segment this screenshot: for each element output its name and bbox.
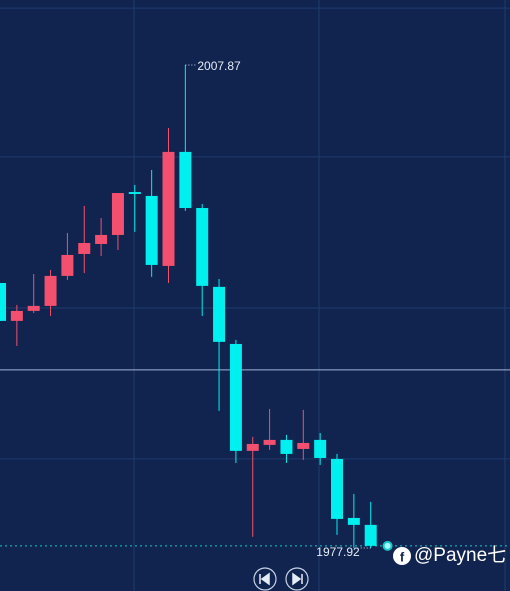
candle-body [162,151,175,266]
candle-body [10,310,23,321]
watermark: f @Payne七 [393,544,506,566]
watermark-text: @Payne七 [414,544,506,566]
next-icon [292,572,303,586]
candle-body [44,275,57,306]
candle-body [27,305,40,311]
playback-controls [253,567,309,591]
last-price-glow [382,540,393,551]
candle-body [61,254,74,276]
candle-body [0,283,6,321]
vertical-grid [133,0,506,591]
next-button[interactable] [285,567,309,591]
candle-body [128,192,141,194]
min-label: 1977.92 [316,545,360,559]
max-label: 2007.87 [197,59,241,73]
facebook-f: f [400,549,405,564]
facebook-icon [393,547,411,565]
candle-body [280,439,293,454]
candle-body [95,234,108,244]
prev-button[interactable] [253,567,277,591]
candle-body [179,151,192,209]
candle-body [314,439,327,458]
candle-body [78,243,91,254]
prev-icon [259,572,270,586]
candle-body [297,442,310,449]
candle-body [111,193,124,235]
candle-body [364,524,377,546]
candle-body [347,517,360,525]
candle-body [229,343,242,451]
candle-body [246,443,259,451]
candle-body [145,195,158,265]
candle-body [263,439,276,445]
candle-body [196,208,209,286]
candle-body [331,458,343,519]
candle-body [213,286,226,342]
